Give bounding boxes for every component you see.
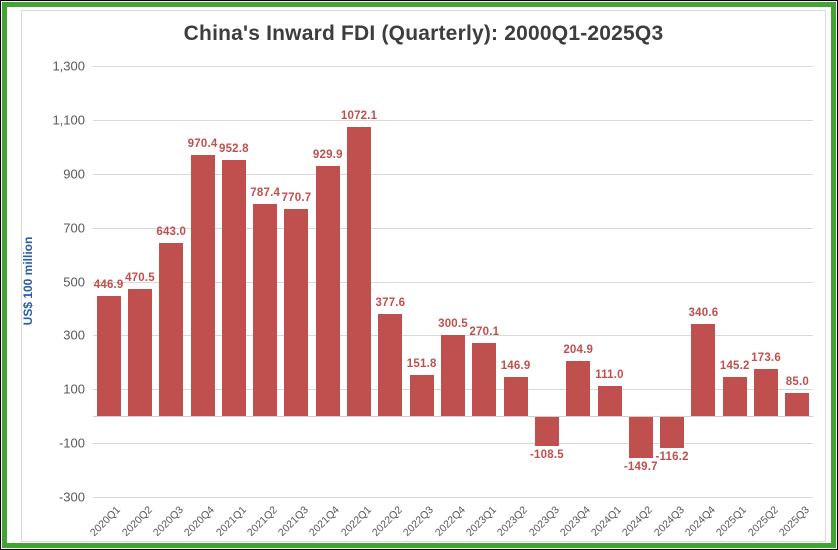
bar-value-label: 377.6: [375, 297, 406, 310]
x-tick-label: 2021Q4: [307, 504, 343, 539]
x-tick-label: 2023Q1: [463, 504, 499, 539]
bar-value-label: 952.8: [218, 142, 249, 155]
x-tick-label: 2024Q2: [620, 504, 656, 539]
x-tick-label: 2020Q3: [150, 504, 186, 539]
bar: [347, 127, 372, 417]
bar-value-label: 1072.1: [340, 110, 378, 123]
bar: [190, 154, 215, 417]
bar: [503, 376, 528, 417]
x-tick-label: 2024Q1: [589, 504, 625, 539]
y-tick-label: -300: [58, 489, 85, 505]
y-tick-label: 1,100: [52, 112, 85, 128]
bar-value-label: 204.9: [563, 343, 594, 356]
x-tick-label: 2022Q1: [338, 504, 374, 539]
x-tick-label: 2020Q1: [88, 504, 124, 539]
chart-title: China's Inward FDI (Quarterly): 2000Q1-2…: [183, 22, 664, 45]
x-tick-label: 2021Q1: [213, 504, 249, 539]
gridline: [93, 281, 813, 283]
bar-value-label: 111.0: [595, 369, 624, 382]
x-tick-label: 2022Q2: [369, 504, 405, 539]
bar: [785, 393, 810, 417]
gridline: [93, 227, 813, 229]
bar: [472, 343, 497, 417]
gridline: [93, 66, 813, 67]
bar: [534, 417, 559, 447]
bar: [96, 295, 121, 417]
bar: [284, 208, 309, 417]
zero-axis-line: [93, 416, 813, 418]
gridline: [93, 119, 813, 121]
bar-value-label: 446.9: [93, 278, 124, 291]
x-tick-label: 2021Q2: [244, 504, 280, 539]
x-tick-label: 2024Q4: [683, 504, 718, 539]
bar: [127, 289, 152, 417]
y-tick-label: 900: [63, 166, 85, 182]
bar-value-label: 145.2: [719, 360, 750, 373]
bar: [409, 375, 434, 417]
x-tick-label: 2025Q3: [776, 504, 812, 539]
bar-value-label: 787.4: [250, 187, 281, 200]
bar-value-label: 970.4: [187, 137, 218, 150]
x-tick-label: 2023Q2: [495, 504, 531, 539]
bar-value-label: 470.5: [125, 272, 155, 285]
y-tick-label: 500: [63, 274, 85, 289]
bar: [315, 165, 340, 417]
bar: [691, 324, 716, 417]
x-tick-label: 2022Q4: [432, 504, 468, 539]
chart-frame: [21, 10, 826, 542]
bar-value-label: 146.9: [500, 359, 531, 372]
bar-value-label: 151.8: [406, 358, 437, 371]
bar: [597, 386, 622, 417]
bar-value-label: 770.7: [281, 191, 312, 204]
bar-value-label: 643.0: [156, 225, 187, 238]
bar-value-label: -108.5: [530, 449, 564, 462]
x-tick-label: 2025Q2: [745, 504, 781, 539]
x-tick-label: 2020Q4: [182, 504, 218, 539]
y-tick-label: 300: [63, 327, 85, 343]
x-tick-label: 2023Q4: [557, 504, 593, 539]
x-tick-label: 2021Q3: [276, 504, 311, 539]
gridline: [93, 173, 813, 175]
bar: [754, 369, 779, 417]
bar: [722, 377, 747, 417]
bar-value-label: 340.6: [688, 307, 719, 320]
bar: [628, 417, 653, 458]
gridline: [93, 497, 813, 498]
y-tick-label: 700: [63, 220, 85, 236]
x-tick-label: 2020Q2: [119, 504, 155, 539]
x-tick-label: 2023Q3: [526, 504, 562, 539]
bar-value-label: 300.5: [438, 318, 468, 331]
bar-value-label: -149.7: [623, 460, 658, 473]
gridline: [93, 443, 813, 445]
bar-value-label: -116.2: [655, 451, 689, 464]
bar: [378, 314, 403, 417]
y-tick-label: -100: [58, 435, 85, 451]
bar-value-label: 85.0: [785, 376, 809, 389]
bar: [253, 204, 278, 417]
bar: [159, 242, 184, 417]
x-tick-label: 2024Q3: [651, 504, 687, 539]
bar: [441, 335, 465, 417]
x-tick-label: 2022Q3: [401, 504, 437, 539]
bar-value-label: 270.1: [469, 326, 500, 339]
x-tick-label: 2025Q1: [714, 504, 750, 539]
bar: [221, 159, 246, 417]
bar: [566, 360, 591, 417]
bar-value-label: 929.9: [312, 148, 343, 161]
y-tick-label: 100: [63, 381, 85, 397]
bar: [660, 417, 685, 449]
y-tick-label: 1,300: [52, 58, 85, 74]
bar-value-label: 173.6: [751, 352, 781, 365]
